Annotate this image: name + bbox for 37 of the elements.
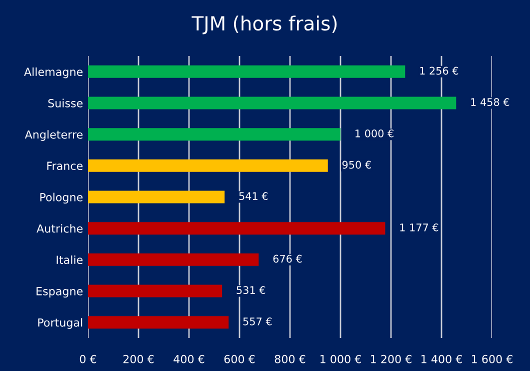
x-tick-label: 0 € — [80, 354, 96, 364]
data-label: 541 € — [239, 192, 268, 200]
bar — [88, 316, 229, 329]
data-label: 1 177 € — [400, 223, 438, 232]
y-tick-label: Allemagne — [24, 67, 83, 78]
bar — [88, 190, 225, 204]
y-tick-label: Suisse — [48, 98, 83, 108]
x-tick-label: 800 € — [274, 354, 306, 364]
bar — [88, 284, 222, 298]
data-label: 1 000 € — [356, 129, 394, 138]
bar — [88, 96, 456, 110]
bar — [88, 222, 386, 235]
y-tick-label: Autriche — [36, 224, 83, 233]
x-tick-label: 1 200 € — [371, 354, 412, 364]
bar — [88, 159, 328, 172]
data-label: 1 256 € — [420, 66, 458, 75]
data-label: 950 € — [342, 160, 371, 169]
bar — [88, 65, 406, 78]
y-tick-label: France — [47, 162, 83, 170]
data-label: 676 € — [273, 254, 302, 263]
x-tick-label: 400 € — [174, 354, 204, 364]
bar — [88, 253, 259, 266]
y-tick-label: Pologne — [40, 192, 83, 204]
data-label: 1 458 € — [471, 98, 510, 106]
y-tick-label: Portugal — [38, 318, 82, 329]
x-tick-label: 600 € — [224, 354, 255, 364]
x-tick-label: 200 € — [123, 354, 154, 364]
chart-title: TJM (hors frais) — [192, 16, 337, 34]
y-tick-label: Espagne — [36, 287, 83, 298]
x-tick-label: 1 600 € — [472, 354, 512, 364]
x-tick-label: 1 000 € — [320, 354, 361, 364]
x-tick-label: 1 400 € — [422, 354, 462, 364]
bar — [88, 128, 340, 141]
y-tick-label: Angleterre — [24, 130, 83, 141]
data-label: 531 € — [236, 286, 266, 294]
y-tick-label: Italie — [56, 255, 83, 264]
data-label: 557 € — [243, 317, 272, 326]
